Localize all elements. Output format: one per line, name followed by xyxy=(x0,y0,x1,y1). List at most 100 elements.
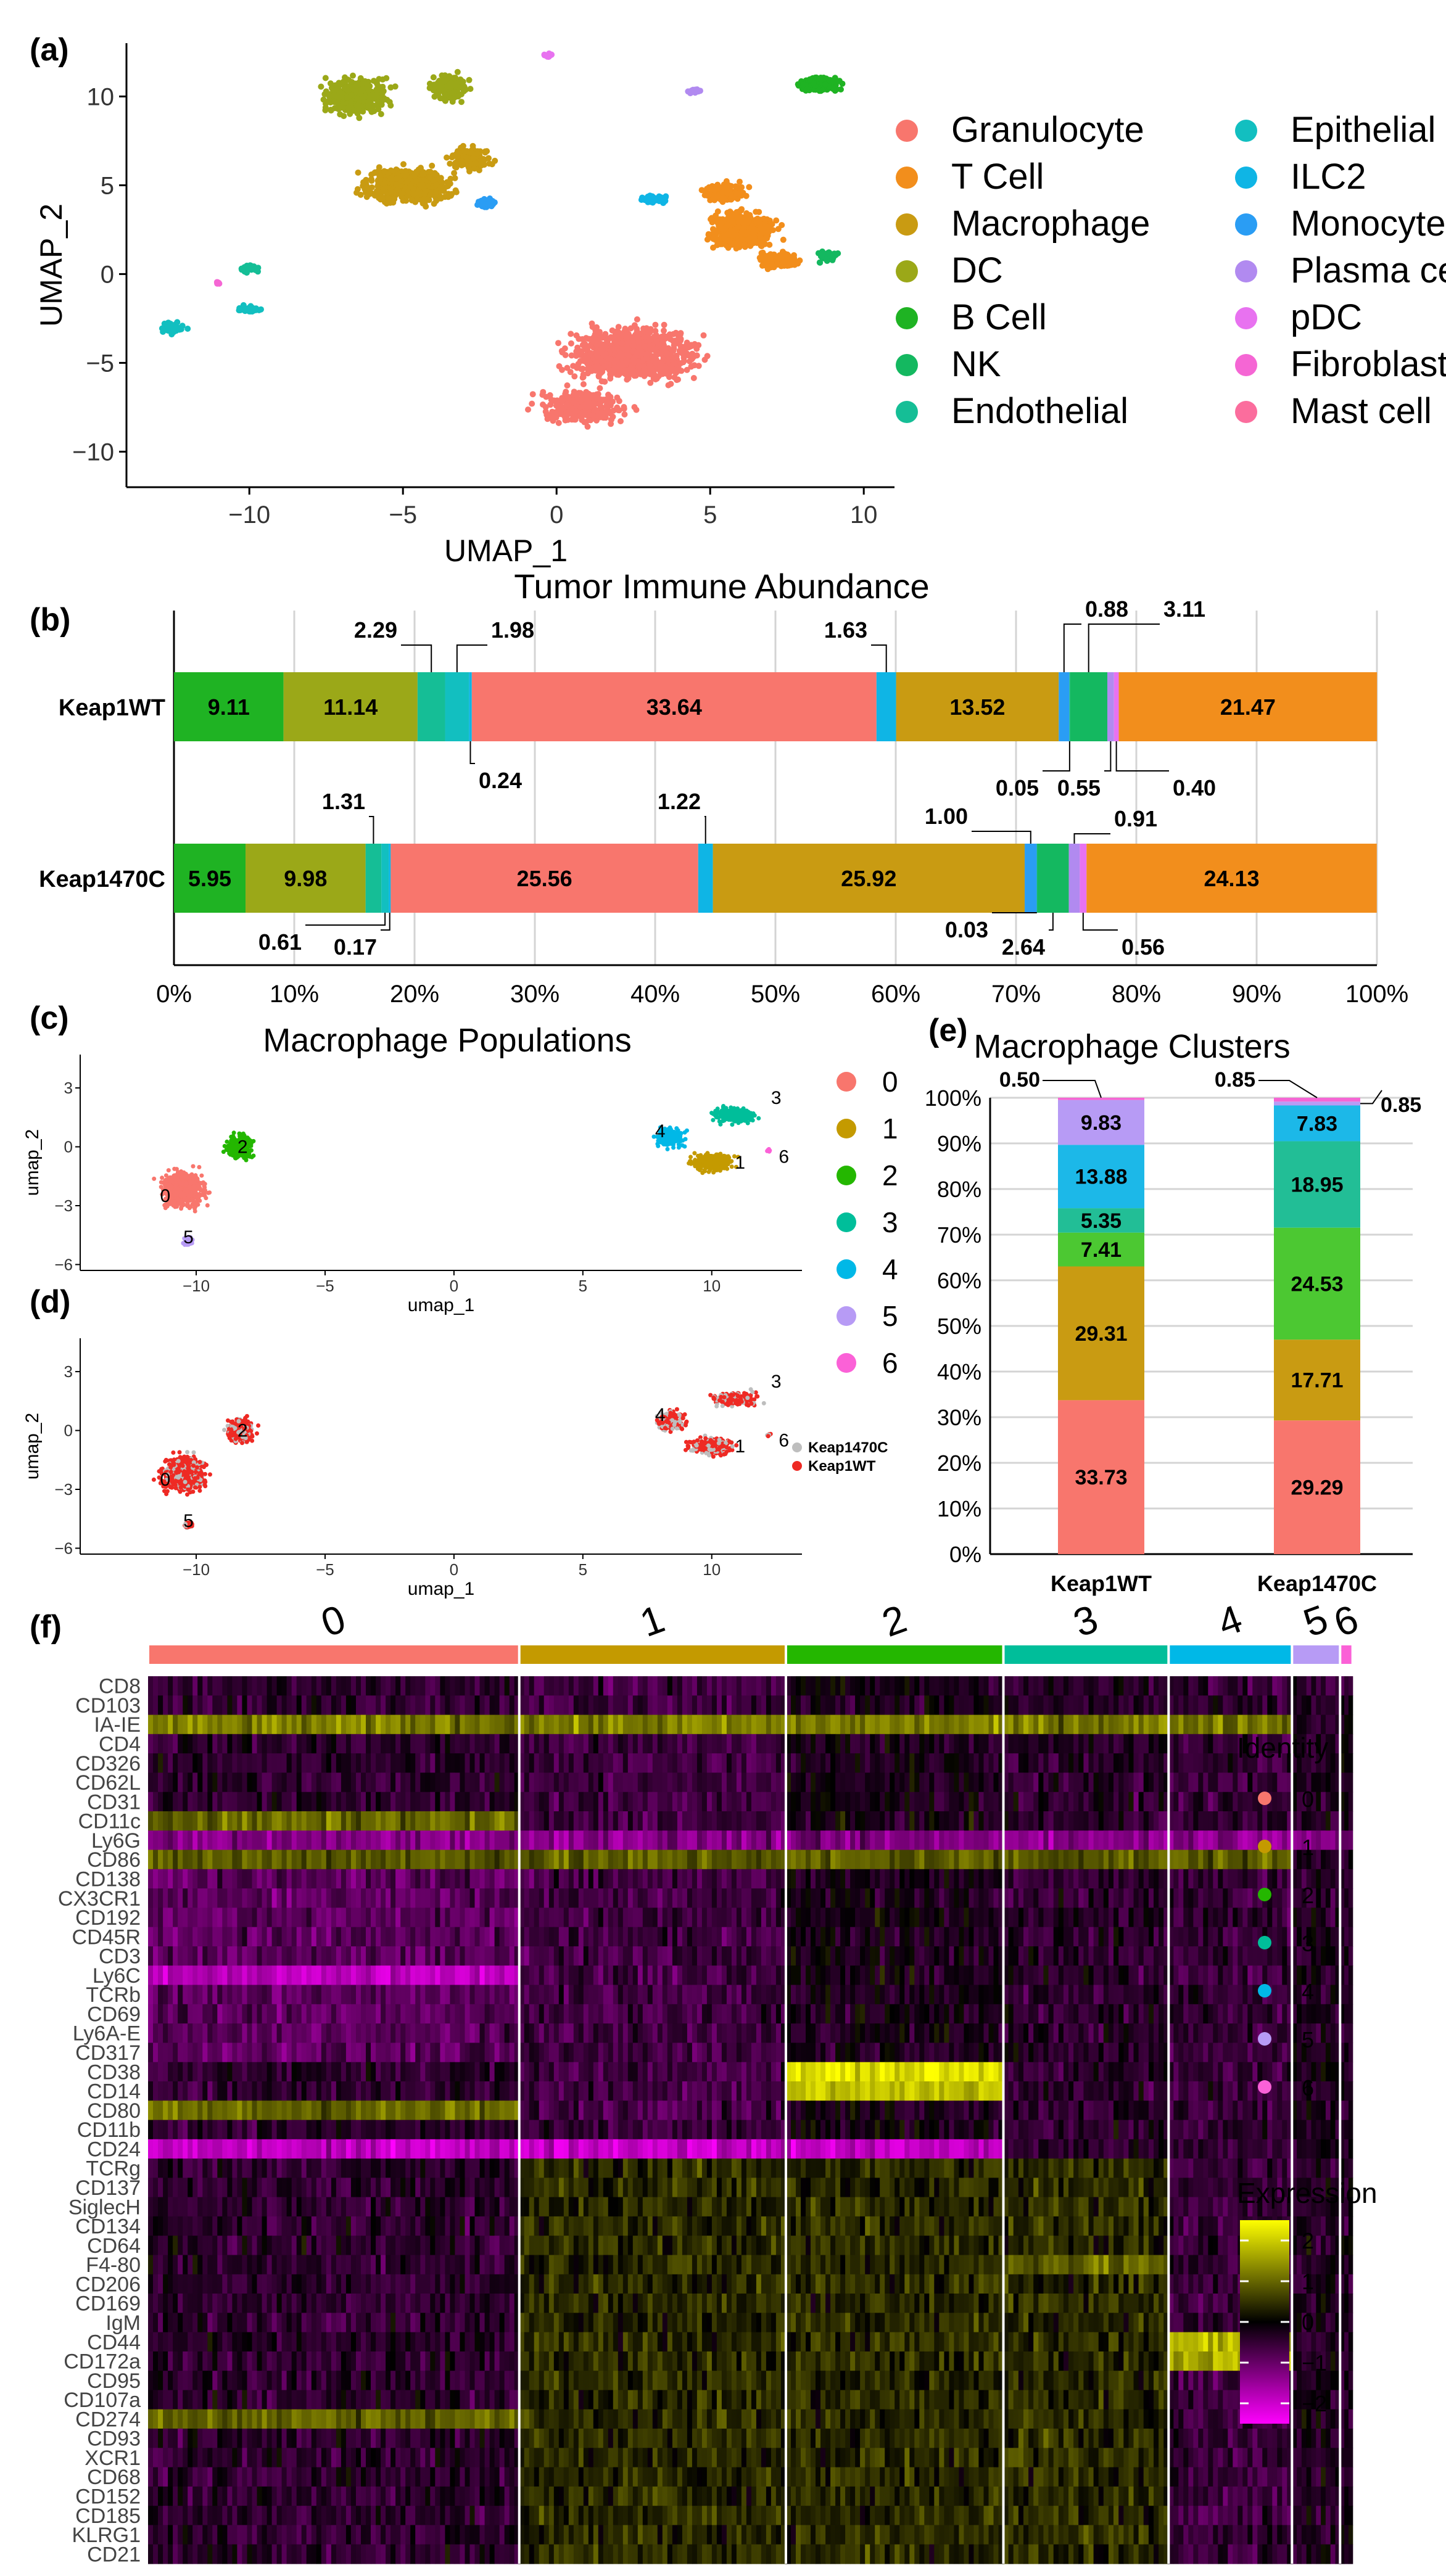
x-tick-label: 80% xyxy=(1112,981,1161,1008)
umap-point xyxy=(376,173,383,179)
y-tick-label: −6 xyxy=(54,1255,73,1274)
umap-point xyxy=(658,194,664,200)
umap-point xyxy=(463,158,470,165)
umap-point xyxy=(758,257,764,263)
macro-point xyxy=(191,1180,196,1185)
umap-point xyxy=(677,360,684,366)
umap-point xyxy=(529,391,536,398)
umap-point xyxy=(779,222,785,228)
bar-segment xyxy=(698,844,713,913)
leader-line xyxy=(704,816,706,844)
umap-point xyxy=(622,371,629,378)
bar-segment xyxy=(1113,672,1119,741)
umap-point xyxy=(453,81,460,88)
umap-point xyxy=(326,97,333,104)
umap-point xyxy=(340,78,347,85)
macro-point xyxy=(202,1193,207,1198)
umap-point xyxy=(419,170,426,176)
bar-segment xyxy=(1037,844,1069,913)
legend-key-plasma-cell xyxy=(1235,260,1257,282)
umap-point xyxy=(568,340,574,347)
umap-point xyxy=(577,397,584,403)
umap-point xyxy=(623,334,630,341)
data-label: 9.11 xyxy=(208,694,250,720)
data-label: 13.52 xyxy=(949,694,1005,720)
y-tick-label: −3 xyxy=(54,1196,73,1215)
umap-point xyxy=(370,91,376,98)
leader-line xyxy=(1088,623,1160,672)
leader-line xyxy=(972,831,1031,844)
umap-point xyxy=(480,158,487,165)
x-tick-label: 5 xyxy=(703,501,717,529)
umap-point xyxy=(415,189,421,195)
umap-point xyxy=(385,195,392,202)
umap-cluster xyxy=(236,302,264,315)
macro-point xyxy=(191,1164,196,1169)
umap-point xyxy=(563,389,569,395)
umap-point xyxy=(653,338,660,345)
umap-point xyxy=(470,155,477,162)
y-tick-label: 0 xyxy=(101,261,114,288)
umap-point xyxy=(721,195,728,202)
umap-point xyxy=(452,75,459,81)
umap-cluster xyxy=(555,316,711,389)
umap-point xyxy=(634,326,640,332)
umap-point xyxy=(438,179,445,186)
leader-line xyxy=(305,913,386,926)
data-label: 0.24 xyxy=(479,768,522,793)
umap-point xyxy=(544,53,551,60)
macro-point xyxy=(188,1173,193,1178)
umap-point xyxy=(800,81,806,88)
umap-point xyxy=(692,89,698,96)
umap-point xyxy=(611,359,618,366)
umap-point xyxy=(571,373,578,380)
umap-point xyxy=(647,379,654,386)
bar-segment xyxy=(381,844,389,913)
macro-point xyxy=(197,1198,202,1203)
umap-point xyxy=(381,168,387,175)
x-tick-label: 100% xyxy=(1345,981,1408,1008)
data-label: 0.17 xyxy=(334,934,377,960)
data-label: 9.98 xyxy=(284,866,327,891)
umap-cluster xyxy=(444,142,498,175)
umap-point xyxy=(458,144,464,151)
umap-point xyxy=(749,223,756,229)
umap-point xyxy=(700,332,707,339)
umap-point xyxy=(816,75,823,82)
umap-point xyxy=(396,173,402,180)
macro-point xyxy=(249,1141,254,1146)
umap-point xyxy=(619,340,626,347)
macro-point xyxy=(182,1197,187,1202)
umap-point xyxy=(433,182,440,189)
x-tick-label: 10 xyxy=(850,501,878,529)
umap-point xyxy=(610,366,617,373)
umap-point xyxy=(664,350,671,357)
umap-point xyxy=(750,229,756,236)
umap-point xyxy=(716,184,723,191)
umap-point xyxy=(607,375,614,382)
umap-cluster xyxy=(474,195,498,210)
data-label: 25.92 xyxy=(841,866,896,891)
macro-point xyxy=(176,1201,181,1206)
umap-point xyxy=(719,226,725,232)
umap-point xyxy=(543,411,550,418)
legend-key-mast-cell xyxy=(1235,401,1257,423)
umap-point xyxy=(773,217,780,224)
umap-point xyxy=(704,353,711,360)
umap-point xyxy=(563,401,570,408)
umap-point xyxy=(647,337,653,344)
umap-point xyxy=(564,409,571,416)
umap-point xyxy=(714,236,721,242)
umap-point xyxy=(619,362,626,369)
chart-title: Tumor Immune Abundance xyxy=(514,567,929,606)
data-label: 0.03 xyxy=(945,917,988,942)
macro-point xyxy=(152,1176,157,1181)
umap-point xyxy=(679,350,686,357)
umap-point xyxy=(486,160,493,167)
umap-point xyxy=(651,346,658,353)
umap-point xyxy=(394,186,401,193)
umap-point xyxy=(786,262,792,269)
umap-point xyxy=(691,362,698,369)
umap-point xyxy=(835,250,841,257)
umap-point xyxy=(643,351,650,358)
